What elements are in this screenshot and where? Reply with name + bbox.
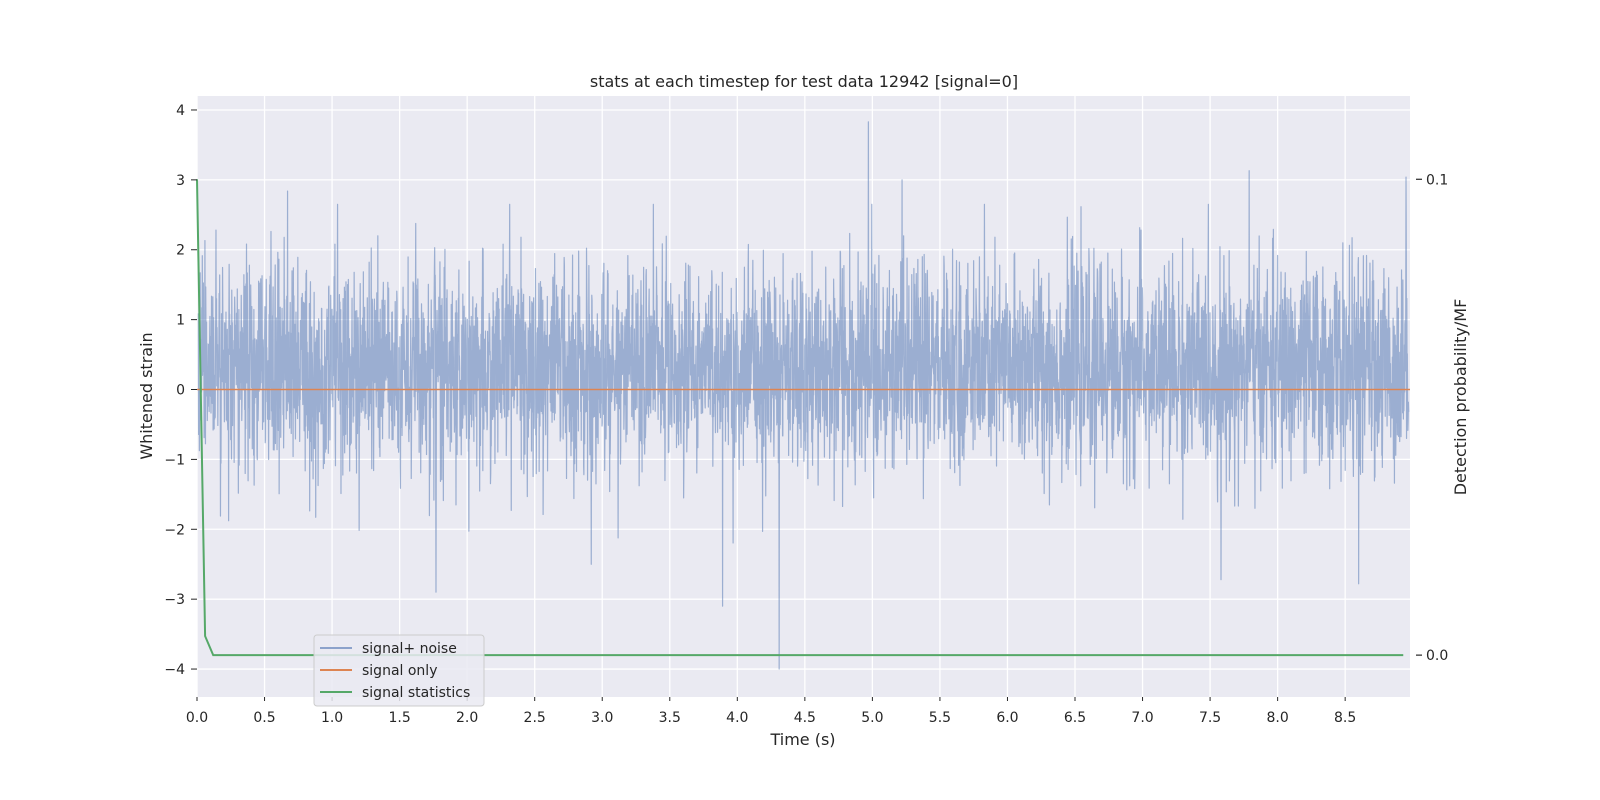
- y2-tick-label: 0.1: [1426, 172, 1448, 188]
- x-tick-label: 8.0: [1266, 710, 1288, 726]
- series-signal-noise-line: [197, 121, 1410, 670]
- legend-box: [313, 634, 485, 707]
- y-tick-label: 2: [176, 243, 185, 259]
- y-tick-label: 0: [176, 383, 185, 399]
- plot-content: [196, 121, 1410, 670]
- x-tick-label: 7.5: [1199, 710, 1221, 726]
- x-axis-label: Time (s): [769, 730, 835, 749]
- chart-title: stats at each timestep for test data 129…: [590, 72, 1018, 91]
- legend-label: signal+ noise: [362, 641, 457, 657]
- x-tick-label: 3.5: [659, 710, 681, 726]
- x-tick-label: 6.0: [996, 710, 1018, 726]
- y-tick-label: 1: [176, 313, 185, 329]
- y-axis-right: 0.0 0.1: [1416, 172, 1448, 664]
- x-tick-label: 6.5: [1064, 710, 1086, 726]
- x-tick-label: 1.5: [388, 710, 410, 726]
- y-tick-label: −4: [164, 662, 185, 678]
- x-tick-label: 8.5: [1334, 710, 1356, 726]
- legend-label: signal only: [362, 663, 437, 679]
- x-tick-label: 2.0: [456, 710, 478, 726]
- series-signal-statistics-line: [196, 179, 1404, 657]
- y2-axis-label: Detection probability/MF: [1451, 299, 1470, 496]
- x-tick-label: 4.5: [794, 710, 816, 726]
- y-tick-label: −2: [164, 522, 185, 538]
- y-axis-left: −4 −3 −2 −1 0 1 2 3 4: [164, 103, 197, 678]
- x-tick-label: 1.0: [321, 710, 343, 726]
- y-tick-label: 3: [176, 173, 185, 189]
- y-tick-label: 4: [176, 103, 185, 119]
- legend: signal+ noise signal only signal statistic…: [313, 634, 485, 707]
- x-tick-label: 3.0: [591, 710, 613, 726]
- x-tick-label: 5.5: [929, 710, 951, 726]
- x-tick-label: 0.5: [253, 710, 275, 726]
- x-tick-label: 0.0: [186, 710, 208, 726]
- x-tick-label: 7.0: [1131, 710, 1153, 726]
- x-tick-label: 4.0: [726, 710, 748, 726]
- x-tick-label: 2.5: [524, 710, 546, 726]
- y2-tick-label: 0.0: [1426, 648, 1448, 664]
- legend-label: signal statistics: [362, 685, 470, 701]
- y-tick-label: −1: [164, 452, 185, 468]
- y-axis-label: Whitened strain: [137, 332, 156, 459]
- y-tick-label: −3: [164, 592, 185, 608]
- x-tick-label: 5.0: [861, 710, 883, 726]
- x-axis: 0.0 0.5 1.0 1.5 2.0 2.5 3.0 3.5 4.0 4.5 5.0 5.5 6.0 6…: [186, 697, 1356, 726]
